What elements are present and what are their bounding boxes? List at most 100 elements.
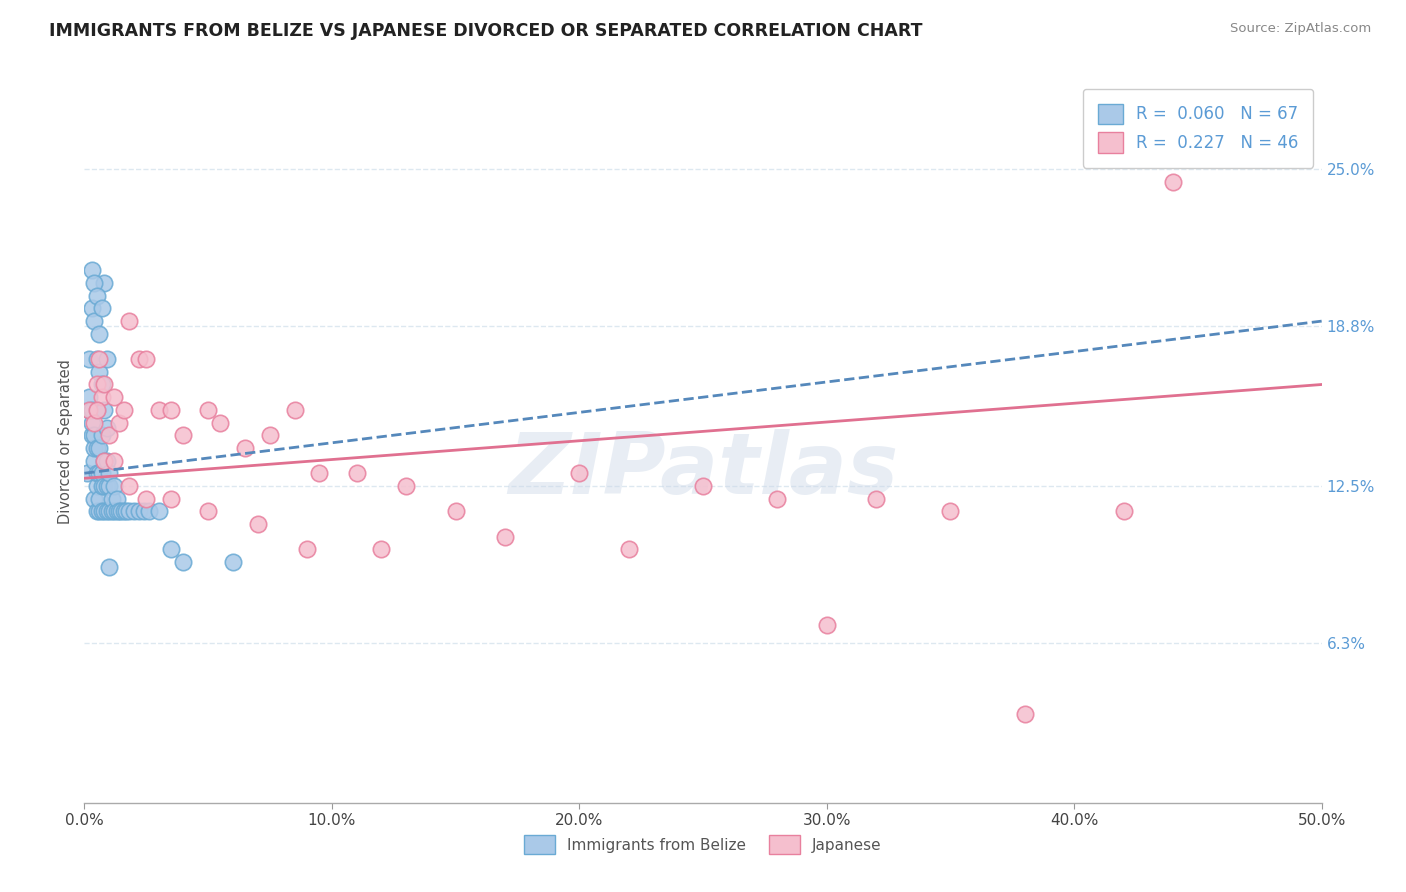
Point [103, 504, 125, 518]
Point [83, 314, 105, 328]
Point [98, 560, 121, 574]
Point [89, 491, 111, 506]
Point [83, 276, 105, 290]
Y-axis label: Divorced or Separated: Divorced or Separated [58, 359, 73, 524]
Point [108, 416, 131, 430]
Point [197, 402, 219, 417]
Point [83, 441, 105, 455]
Point [76, 467, 98, 481]
Point [160, 542, 183, 557]
Point [80, 428, 103, 442]
Point [346, 467, 368, 481]
Point [148, 504, 170, 518]
Point [93, 402, 115, 417]
Point [692, 479, 714, 493]
Point [98, 467, 121, 481]
Point [93, 479, 115, 493]
Point [98, 428, 121, 442]
Point [370, 542, 392, 557]
Point [86, 352, 108, 367]
Text: Source: ZipAtlas.com: Source: ZipAtlas.com [1230, 22, 1371, 36]
Point [112, 504, 135, 518]
Point [135, 491, 157, 506]
Point [815, 618, 838, 632]
Point [89, 504, 111, 518]
Point [89, 467, 111, 481]
Point [79, 402, 101, 417]
Point [90, 467, 112, 481]
Point [172, 428, 194, 442]
Point [86, 402, 108, 417]
Point [209, 416, 232, 430]
Point [80, 416, 103, 430]
Point [89, 352, 111, 367]
Point [79, 352, 101, 367]
Point [83, 453, 105, 467]
Point [93, 276, 115, 290]
Point [100, 504, 122, 518]
Point [132, 504, 155, 518]
Point [80, 263, 103, 277]
Point [90, 377, 112, 392]
Point [93, 453, 115, 467]
Point [148, 402, 170, 417]
Point [90, 301, 112, 316]
Point [128, 352, 150, 367]
Point [160, 491, 183, 506]
Point [83, 416, 105, 430]
Point [118, 479, 141, 493]
Point [96, 453, 118, 467]
Point [105, 504, 128, 518]
Point [96, 420, 118, 434]
Point [568, 467, 591, 481]
Point [80, 301, 103, 316]
Point [122, 504, 145, 518]
Point [939, 504, 962, 518]
Text: ZIPatlas: ZIPatlas [508, 429, 898, 512]
Point [100, 491, 122, 506]
Point [222, 555, 245, 569]
Point [115, 504, 138, 518]
Point [90, 428, 112, 442]
Point [259, 428, 281, 442]
Point [89, 326, 111, 341]
Point [284, 402, 307, 417]
Point [83, 491, 105, 506]
Point [93, 453, 115, 467]
Point [103, 453, 125, 467]
Point [766, 491, 789, 506]
Point [79, 402, 101, 417]
Point [103, 479, 125, 493]
Point [96, 479, 118, 493]
Point [86, 289, 108, 303]
Point [90, 479, 112, 493]
Point [96, 352, 118, 367]
Point [86, 441, 108, 455]
Point [128, 504, 150, 518]
Point [395, 479, 418, 493]
Point [105, 491, 128, 506]
Point [444, 504, 467, 518]
Point [79, 390, 101, 404]
Point [110, 504, 132, 518]
Point [1112, 504, 1135, 518]
Point [233, 441, 256, 455]
Text: IMMIGRANTS FROM BELIZE VS JAPANESE DIVORCED OR SEPARATED CORRELATION CHART: IMMIGRANTS FROM BELIZE VS JAPANESE DIVOR… [49, 22, 922, 40]
Point [135, 352, 157, 367]
Point [83, 428, 105, 442]
Point [89, 365, 111, 379]
Point [246, 516, 269, 531]
Point [90, 390, 112, 404]
Point [86, 479, 108, 493]
Point [86, 377, 108, 392]
Point [865, 491, 887, 506]
Point [494, 530, 516, 544]
Point [1014, 707, 1036, 722]
Point [112, 402, 135, 417]
Point [308, 467, 330, 481]
Point [93, 504, 115, 518]
Point [295, 542, 318, 557]
Point [160, 402, 183, 417]
Point [108, 504, 131, 518]
Point [103, 390, 125, 404]
